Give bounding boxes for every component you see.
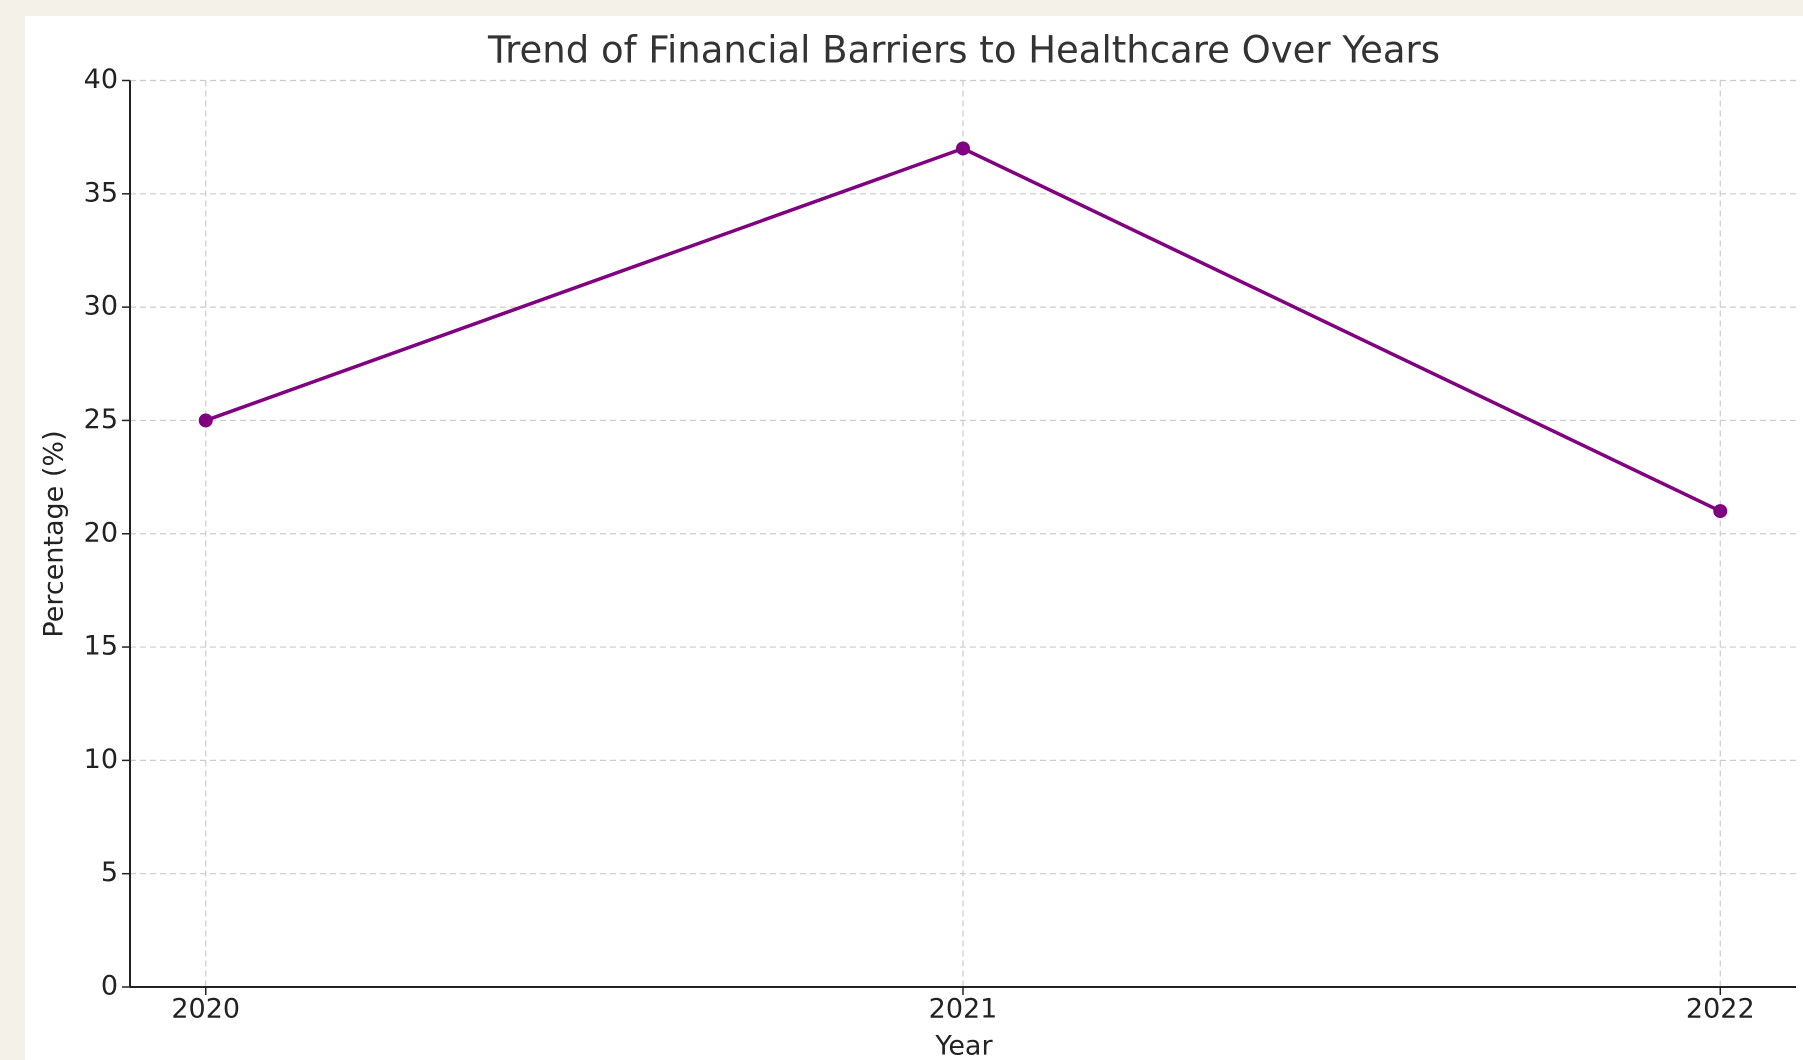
point — [956, 141, 970, 156]
y-axis-label: Percentage (%) — [39, 430, 70, 637]
chart-title: Trend of Financial Barriers to Healthcar… — [487, 29, 1440, 72]
y-tick-label: 40 — [84, 64, 118, 95]
y-tick-label: 25 — [84, 404, 118, 435]
x-tick-label: 2021 — [929, 994, 998, 1025]
point — [1713, 504, 1728, 519]
x-axis-label: Year — [934, 1031, 993, 1060]
y-tick-label: 5 — [101, 857, 118, 888]
y-tick-label: 10 — [84, 744, 118, 775]
x-tick-label: 2022 — [1686, 994, 1755, 1025]
y-tick-label: 35 — [84, 177, 118, 208]
y-tick-label: 30 — [84, 291, 118, 322]
y-tick-label: 0 — [101, 971, 118, 1002]
y-tick-label: 15 — [84, 631, 118, 662]
x-tick-label: 2020 — [171, 994, 240, 1025]
point — [198, 413, 213, 428]
panel — [25, 16, 1803, 1060]
y-tick-label: 20 — [84, 517, 118, 548]
